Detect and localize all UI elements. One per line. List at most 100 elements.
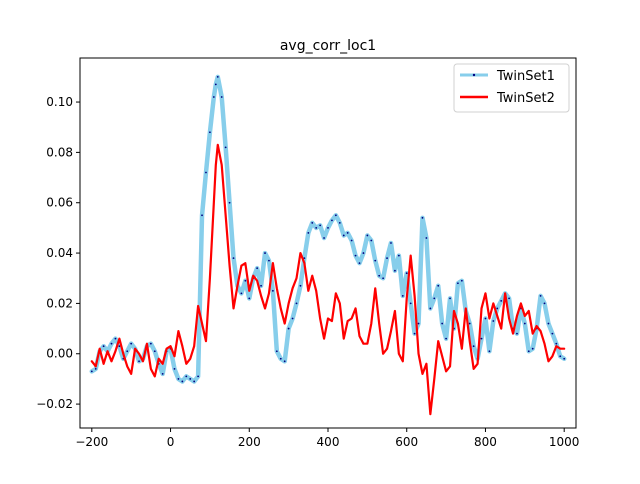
x-tick-label: 800 [474, 435, 497, 449]
data-point-twinset1 [516, 332, 518, 335]
data-point-twinset1 [358, 262, 361, 265]
data-point-twinset1 [244, 279, 247, 282]
data-point-twinset1 [445, 337, 447, 340]
chart-title: avg_corr_loc1 [280, 38, 376, 54]
y-tick-label: 0.10 [46, 95, 73, 109]
x-tick-label: 200 [238, 435, 261, 449]
data-point-twinset1 [425, 237, 428, 239]
data-point-twinset1 [295, 302, 298, 305]
data-point-twinset1 [433, 297, 436, 300]
data-point-twinset1 [319, 224, 322, 227]
data-point-twinset1 [149, 342, 152, 345]
data-point-twinset1 [527, 350, 530, 353]
y-tick-label: 0.00 [46, 347, 73, 361]
data-point-twinset1 [315, 227, 318, 229]
data-point-twinset1 [551, 332, 554, 335]
data-point-twinset1 [457, 282, 459, 285]
data-point-twinset1 [354, 254, 357, 257]
y-tick-label: −0.02 [36, 397, 73, 411]
x-tick-label: −200 [75, 435, 108, 449]
data-point-twinset1 [413, 332, 416, 335]
data-point-twinset1 [201, 214, 203, 217]
data-point-twinset1 [346, 232, 349, 234]
plot-area [79, 57, 577, 429]
data-point-twinset1 [181, 380, 184, 383]
data-point-twinset1 [228, 201, 231, 204]
data-point-twinset1 [559, 355, 562, 358]
data-point-twinset1 [264, 252, 266, 254]
data-point-twinset1 [94, 367, 97, 370]
series-line-twinset1 [89, 74, 567, 384]
data-point-twinset1 [240, 292, 243, 295]
data-point-twinset1 [205, 171, 207, 174]
data-point-twinset1 [173, 367, 176, 370]
data-point-twinset1 [268, 259, 270, 262]
data-point-twinset1 [460, 279, 463, 282]
data-point-twinset1 [185, 375, 188, 378]
data-point-twinset1 [480, 337, 483, 340]
x-axis: −200 0 200 400 600 800 1000 [75, 428, 579, 449]
data-point-twinset1 [366, 234, 369, 237]
data-point-twinset1 [299, 284, 302, 287]
data-point-twinset1 [441, 322, 444, 325]
data-point-twinset1 [307, 232, 310, 234]
data-point-twinset1 [543, 302, 546, 305]
data-point-twinset1 [508, 297, 510, 300]
data-point-twinset1 [153, 350, 156, 353]
data-point-twinset1 [409, 302, 412, 305]
data-point-twinset1 [271, 289, 274, 292]
data-point-twinset1 [555, 342, 558, 345]
data-point-twinset1 [291, 317, 294, 320]
data-point-twinset1 [279, 357, 282, 360]
data-point-twinset1 [547, 322, 550, 325]
data-point-twinset1 [102, 345, 105, 348]
x-tick-label: 0 [167, 435, 175, 449]
data-point-twinset1 [214, 83, 217, 86]
data-point-twinset1 [287, 327, 290, 330]
series-layer [89, 74, 567, 416]
x-tick-label: 1000 [549, 435, 580, 449]
data-point-twinset1 [260, 284, 262, 287]
data-point-twinset1 [484, 317, 487, 320]
data-point-twinset1 [374, 259, 377, 262]
legend-marker-twinset1 [472, 73, 476, 77]
data-point-twinset1 [197, 375, 200, 378]
series-line-twinset2 [90, 143, 566, 416]
y-tick-label: 0.02 [46, 296, 73, 310]
data-point-twinset1 [523, 322, 526, 325]
data-point-twinset1 [382, 277, 385, 280]
data-point-twinset1 [563, 357, 566, 360]
data-point-twinset1 [209, 131, 211, 134]
data-point-twinset1 [114, 337, 117, 340]
data-point-twinset1 [496, 307, 499, 310]
data-point-twinset1 [212, 96, 215, 98]
data-point-twinset1 [283, 360, 286, 363]
data-point-twinset1 [390, 242, 392, 244]
plot-background [80, 58, 576, 428]
y-axis: −0.02 0.00 0.02 0.04 0.06 0.08 0.10 [36, 95, 80, 411]
data-point-twinset1 [378, 274, 381, 277]
data-point-twinset1 [350, 239, 353, 242]
data-point-twinset1 [492, 320, 495, 322]
data-point-twinset1 [232, 257, 235, 259]
data-point-twinset1 [397, 254, 400, 257]
data-point-twinset1 [303, 257, 306, 259]
data-point-twinset1 [323, 237, 325, 239]
data-point-twinset1 [224, 146, 227, 149]
legend-label-twinset2: TwinSet2 [496, 91, 555, 106]
data-point-twinset1 [177, 378, 180, 380]
data-point-twinset1 [220, 96, 223, 98]
data-point-twinset1 [311, 221, 314, 224]
data-point-twinset1 [90, 370, 93, 373]
data-point-twinset1 [130, 342, 133, 345]
data-point-twinset1 [331, 219, 333, 222]
data-point-twinset1 [488, 350, 491, 353]
data-point-twinset1 [216, 75, 219, 78]
data-point-twinset1 [342, 234, 345, 237]
data-point-twinset1 [405, 272, 408, 275]
data-point-twinset1 [126, 350, 129, 353]
x-tick-label: 400 [317, 435, 340, 449]
data-point-twinset1 [417, 322, 420, 325]
data-point-twinset1 [189, 378, 192, 380]
